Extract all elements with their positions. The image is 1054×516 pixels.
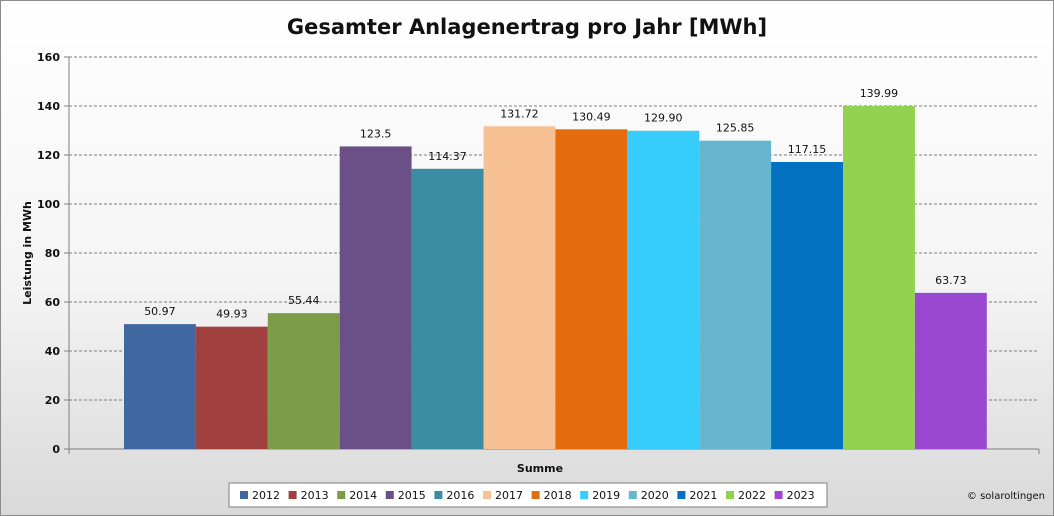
chart-title: Gesamter Anlagenertrag pro Jahr [MWh] <box>287 15 767 39</box>
data-label-2019: 129.90 <box>644 112 683 125</box>
bar-2018 <box>555 129 628 449</box>
copyright-text: © solaroltingen <box>966 491 1045 502</box>
legend-label-2018: 2018 <box>544 489 572 502</box>
legend-label-2014: 2014 <box>349 489 377 502</box>
bar-2017 <box>483 126 556 449</box>
legend-swatch-2016 <box>434 491 443 499</box>
bar-2019 <box>627 130 700 449</box>
bar-2021 <box>771 161 843 450</box>
bar-2013 <box>195 326 268 449</box>
bar-2015 <box>339 146 412 450</box>
data-label-2016: 114.37 <box>428 150 467 163</box>
y-axis-label: Leistung in MWh <box>21 201 34 305</box>
legend: 2012 2013 2014 2015 2016 2017 2018 2019 2020 2021… <box>228 482 828 508</box>
bar-2022 <box>843 106 915 449</box>
legend-label-2015: 2015 <box>398 489 426 502</box>
data-label-2013: 49.93 <box>216 308 248 321</box>
data-label-2017: 131.72 <box>500 107 539 120</box>
legend-label-2022: 2022 <box>738 489 766 502</box>
legend-label-2012: 2012 <box>252 489 280 502</box>
y-tick-label: 20 <box>45 394 61 407</box>
data-label-2023: 63.73 <box>935 274 967 287</box>
bar-2023 <box>914 292 987 449</box>
data-labels: 50.97 49.93 55.44 123.5 114.37 131.72 130.49 12… <box>144 87 966 321</box>
legend-swatch-2015 <box>385 491 394 499</box>
legend-label-2017: 2017 <box>495 489 523 502</box>
legend-swatch-2012 <box>240 491 248 499</box>
bar-2016 <box>411 168 484 449</box>
legend-swatch-2014 <box>337 491 346 499</box>
legend-label-2019: 2019 <box>592 489 620 502</box>
legend-label-2023: 2023 <box>787 489 815 502</box>
bars <box>124 106 987 450</box>
x-axis-label: Summe <box>517 462 563 475</box>
data-label-2020: 125.85 <box>716 122 755 135</box>
data-label-2021: 117.15 <box>788 143 827 156</box>
data-label-2018: 130.49 <box>572 110 611 123</box>
legend-swatch-2020 <box>628 491 637 499</box>
y-tick-label: 140 <box>37 100 60 113</box>
legend-swatch-2018 <box>531 491 540 499</box>
y-tick-label: 80 <box>45 247 61 260</box>
bar-2020 <box>699 140 772 450</box>
y-tick-label: 120 <box>37 149 60 162</box>
data-label-2022: 139.99 <box>860 87 899 100</box>
legend-label-2016: 2016 <box>446 489 474 502</box>
legend-swatch-2021 <box>677 491 686 499</box>
bar-2012 <box>124 324 196 449</box>
bar-2014 <box>267 313 340 449</box>
y-tick-label: 100 <box>37 198 60 211</box>
legend-label-2013: 2013 <box>301 489 329 502</box>
legend-label-2021: 2021 <box>689 489 717 502</box>
data-label-2012: 50.97 <box>144 305 176 318</box>
legend-swatch-2022 <box>726 491 734 499</box>
y-tick-label: 40 <box>45 345 61 358</box>
legend-label-2020: 2020 <box>641 489 669 502</box>
y-tick-label: 160 <box>37 51 60 64</box>
data-label-2015: 123.5 <box>360 127 392 140</box>
legend-swatch-2017 <box>483 491 491 499</box>
legend-swatch-2019 <box>580 491 589 499</box>
data-label-2014: 55.44 <box>288 294 320 307</box>
y-tick-label: 60 <box>45 296 61 309</box>
legend-swatch-2023 <box>774 491 783 499</box>
y-tick-label: 0 <box>52 443 60 456</box>
legend-swatch-2013 <box>288 491 297 499</box>
